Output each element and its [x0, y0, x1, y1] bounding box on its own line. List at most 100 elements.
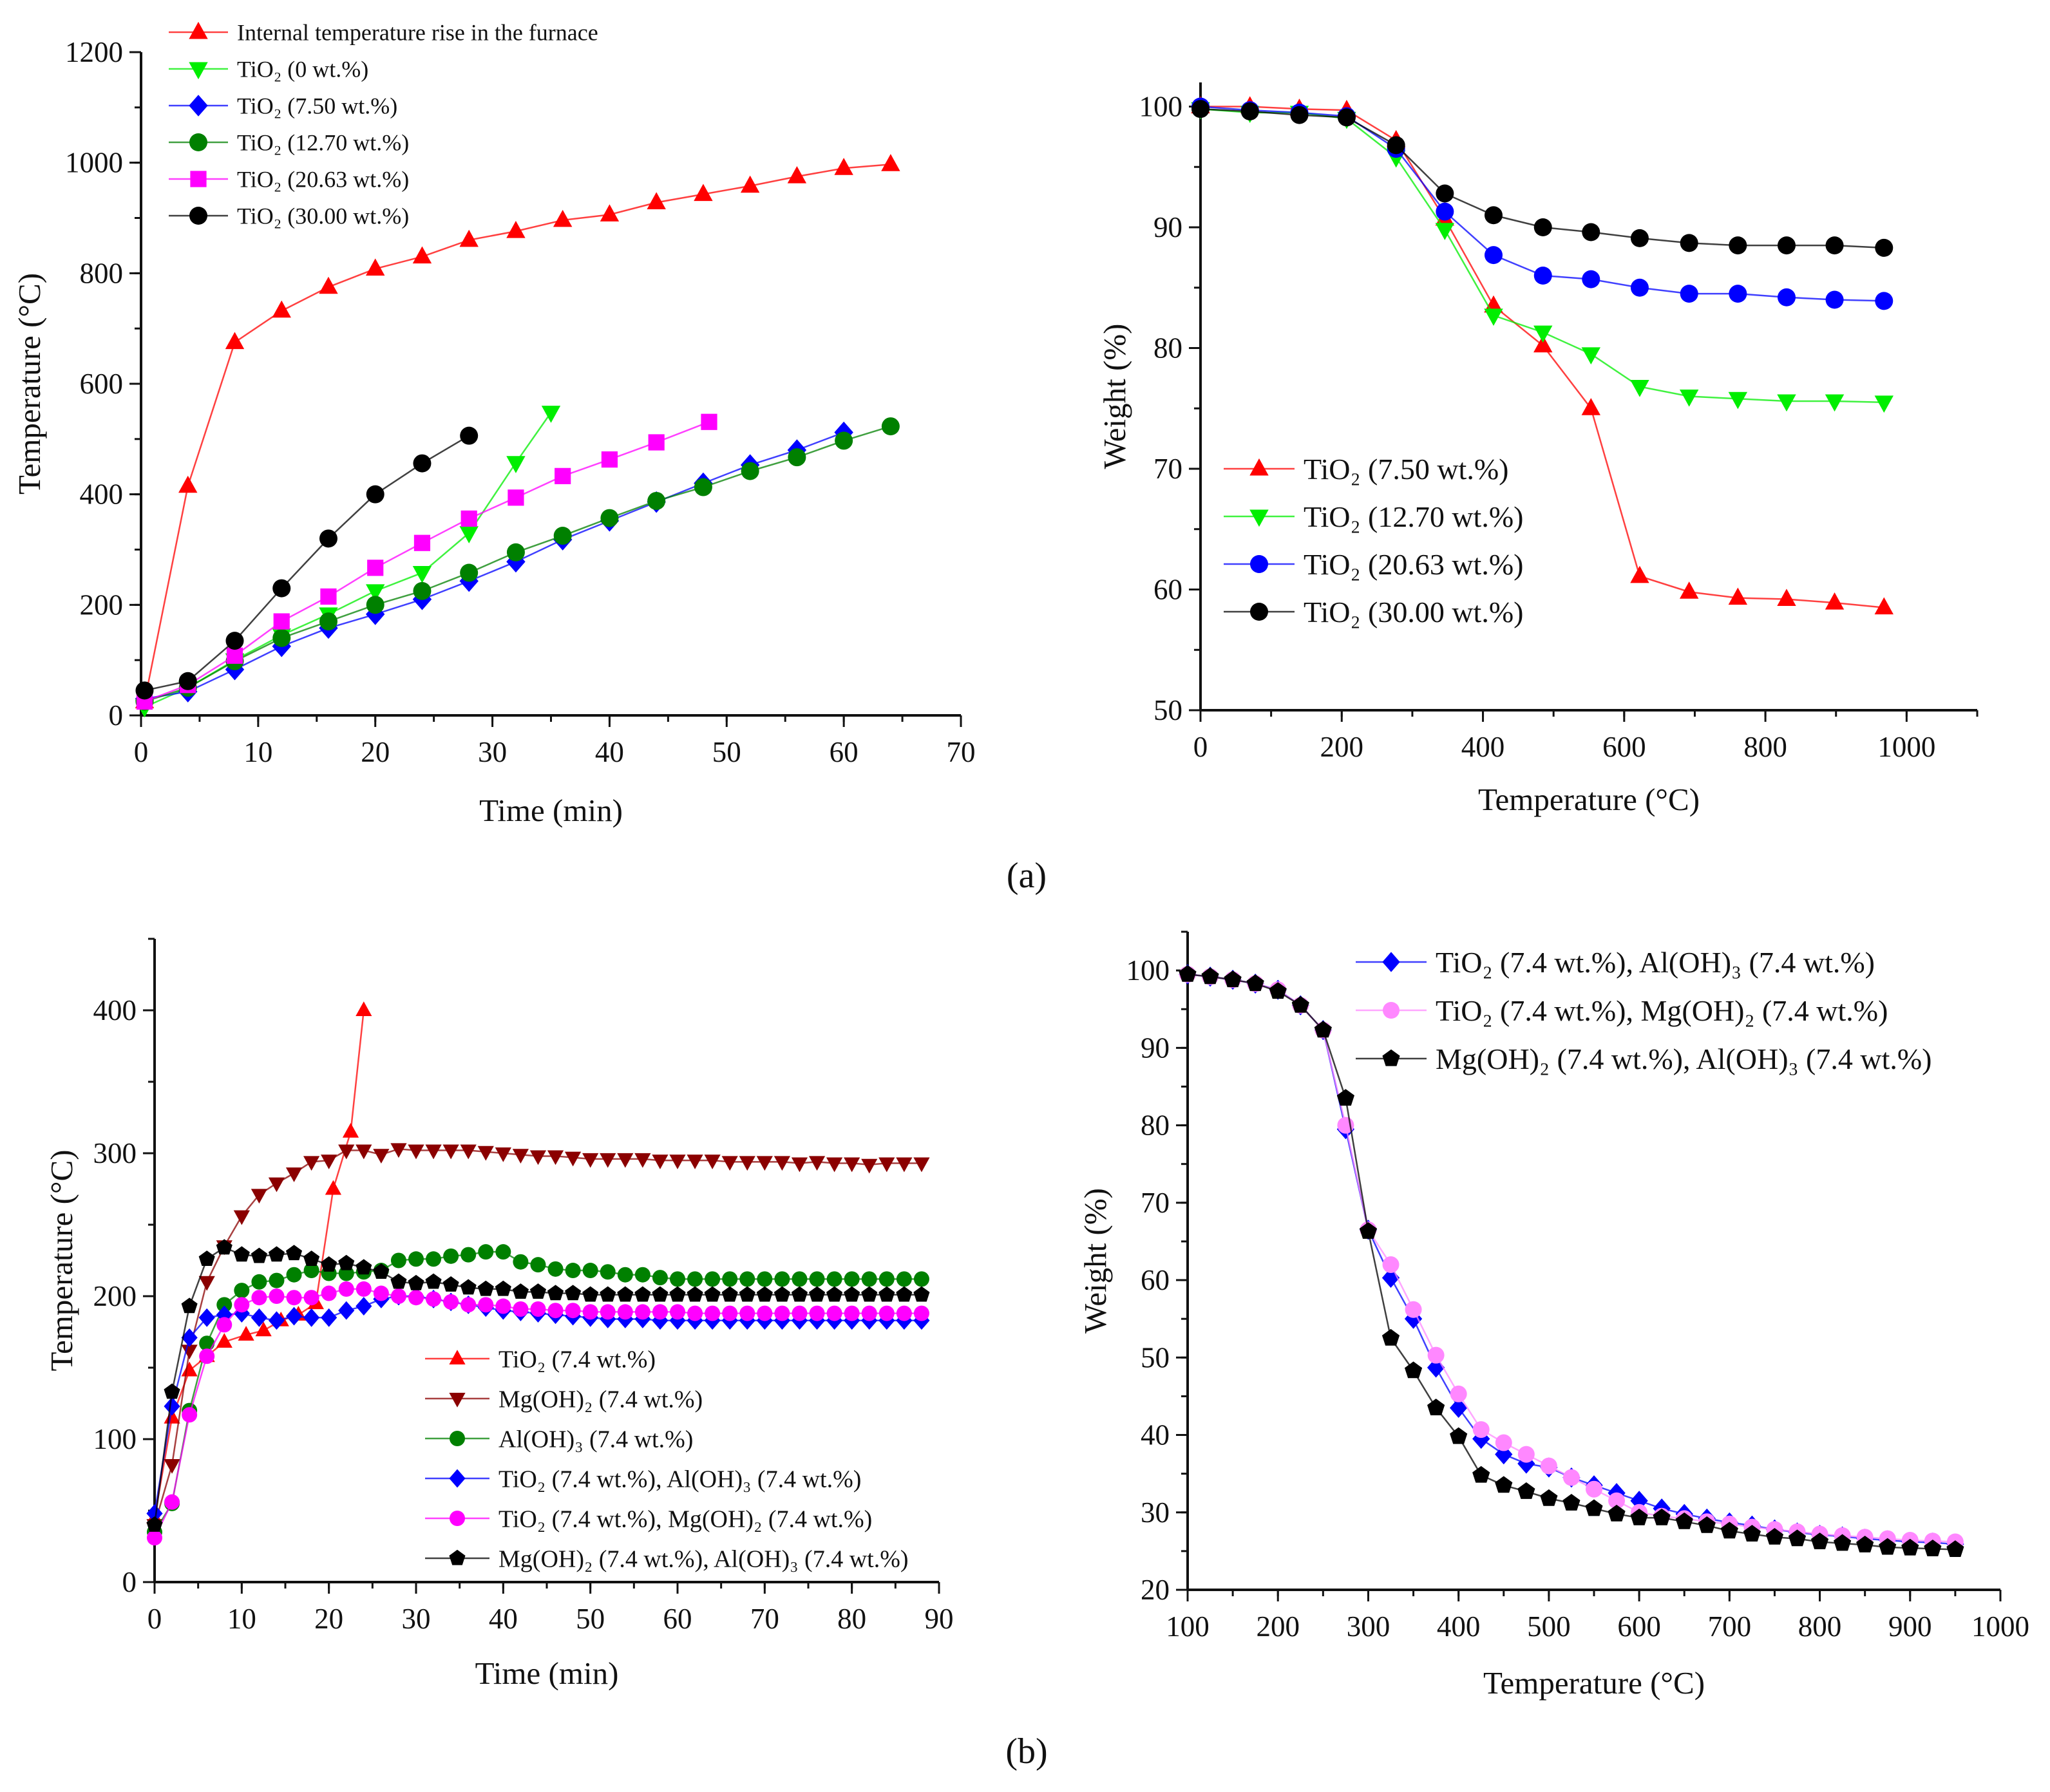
- data-point: [826, 1271, 842, 1287]
- data-point: [773, 1286, 790, 1302]
- legend-label: TiO₂ (20.63 wt.%): [1304, 548, 1523, 581]
- data-point: [146, 1516, 163, 1532]
- data-point: [226, 647, 243, 664]
- y-tick-label: 200: [80, 589, 124, 621]
- data-point: [442, 1144, 459, 1160]
- data-point: [1495, 1476, 1513, 1493]
- legend-label: TiO₂ (12.70 wt.%): [1304, 500, 1523, 533]
- data-point: [238, 1326, 254, 1341]
- data-point: [303, 1290, 319, 1306]
- data-point: [1582, 223, 1600, 241]
- data-point: [1484, 308, 1503, 326]
- series-2: [1179, 965, 1964, 1558]
- data-point: [513, 1301, 529, 1317]
- data-point: [835, 431, 853, 450]
- y-tick-label: 20: [1141, 1574, 1170, 1606]
- legend-marker: [1250, 555, 1268, 573]
- data-point: [1585, 1499, 1603, 1516]
- data-point: [1777, 394, 1796, 412]
- x-axis-title: Temperature (°C): [1483, 1665, 1705, 1701]
- data-point: [1630, 565, 1649, 583]
- legend-label: Mg(OH)₂ (7.4 wt.%): [498, 1386, 703, 1413]
- y-tick-label: 0: [122, 1566, 137, 1598]
- y-tick-label: 0: [109, 699, 124, 731]
- data-point: [547, 1303, 564, 1319]
- legend-label: Internal temperature rise in the furnace: [237, 20, 598, 46]
- data-point: [1679, 581, 1699, 599]
- data-point: [272, 300, 291, 318]
- legend-item: TiO₂ (7.50 wt.%): [169, 93, 397, 119]
- x-tick-label: 500: [1527, 1610, 1571, 1643]
- x-tick-label: 40: [489, 1603, 518, 1635]
- data-point: [896, 1157, 913, 1173]
- series-line: [1200, 108, 1884, 404]
- legend-item: Mg(OH)₂ (7.4 wt.%): [425, 1386, 703, 1413]
- data-point: [251, 1290, 267, 1306]
- legend-marker: [189, 95, 208, 117]
- data-point: [321, 1155, 337, 1169]
- data-point: [1728, 587, 1748, 605]
- data-point: [495, 1244, 511, 1260]
- data-point: [413, 534, 431, 551]
- data-point: [338, 1254, 355, 1270]
- legend-item: TiO₂ (7.4 wt.%), Mg(OH)₂ (7.4 wt.%): [425, 1505, 872, 1533]
- data-point: [1517, 1446, 1535, 1463]
- data-point: [199, 1348, 215, 1364]
- x-tick-label: 600: [1602, 731, 1646, 763]
- data-point: [1290, 106, 1309, 124]
- data-point: [792, 1271, 808, 1287]
- data-point: [181, 1297, 198, 1314]
- x-tick-label: 900: [1888, 1610, 1932, 1643]
- data-point: [286, 1290, 302, 1306]
- legend-label: TiO₂ (7.4 wt.%), Mg(OH)₂ (7.4 wt.%): [1436, 994, 1888, 1027]
- x-tick-label: 1000: [1877, 731, 1935, 763]
- legend-marker: [449, 1469, 466, 1488]
- data-point: [600, 1153, 616, 1168]
- legend-item: TiO₂ (12.70 wt.%): [1224, 500, 1523, 533]
- data-point: [268, 1311, 285, 1330]
- data-point: [251, 1274, 267, 1290]
- data-point: [1777, 236, 1796, 255]
- legend-marker: [1250, 603, 1268, 621]
- panel-label-b: (b): [1005, 1731, 1047, 1771]
- data-point: [412, 566, 432, 583]
- y-axis-title: Temperature (°C): [44, 1149, 79, 1371]
- data-point: [1825, 236, 1844, 255]
- series-0: [1191, 96, 1893, 615]
- data-point: [233, 1304, 250, 1323]
- data-point: [1269, 982, 1287, 999]
- data-point: [478, 1244, 494, 1260]
- data-point: [1359, 1222, 1378, 1239]
- legend-marker: [189, 207, 207, 225]
- data-point: [600, 1286, 616, 1302]
- data-point: [757, 1271, 773, 1287]
- data-point: [788, 448, 806, 467]
- data-point: [443, 1248, 459, 1264]
- x-axis-title: Temperature (°C): [1478, 782, 1700, 817]
- data-point: [617, 1267, 633, 1283]
- data-point: [1679, 390, 1699, 407]
- data-point: [1834, 1534, 1852, 1551]
- y-tick-label: 90: [1153, 211, 1182, 243]
- data-point: [506, 456, 526, 473]
- data-point: [652, 1155, 669, 1169]
- data-point: [808, 1286, 826, 1302]
- data-point: [704, 1286, 721, 1302]
- data-point: [1728, 391, 1748, 410]
- data-point: [1450, 1385, 1467, 1402]
- data-point: [255, 1321, 272, 1337]
- legend-marker: [1249, 458, 1269, 476]
- x-tick-label: 800: [1743, 731, 1787, 763]
- data-point: [652, 1286, 669, 1302]
- data-point: [1517, 1482, 1535, 1499]
- data-point: [1472, 1421, 1490, 1438]
- data-point: [705, 1271, 721, 1287]
- data-point: [1901, 1538, 1919, 1556]
- chart-2: 0 10 20 30 40 50 60 70 80 90 0 100 200 300 400 Time (mi…: [44, 938, 954, 1691]
- data-point: [844, 1305, 860, 1321]
- data-point: [530, 1301, 546, 1317]
- x-tick-label: 0: [134, 736, 149, 768]
- data-point: [1224, 970, 1242, 988]
- data-point: [181, 1328, 198, 1347]
